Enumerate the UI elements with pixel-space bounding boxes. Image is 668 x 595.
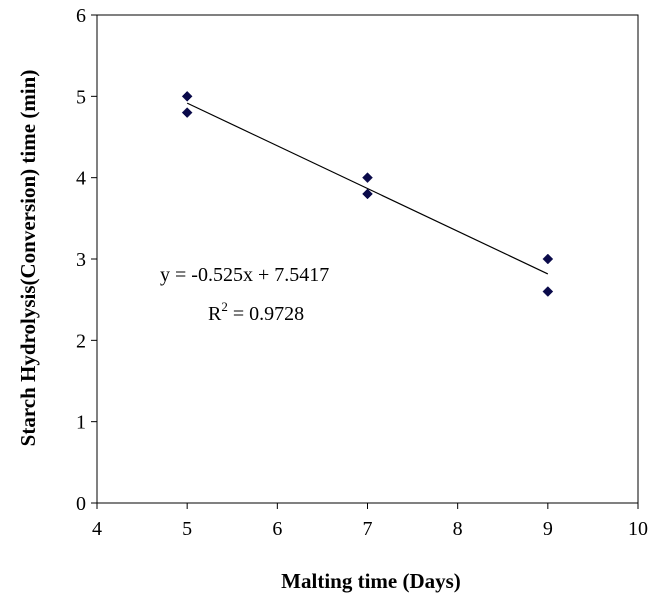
r-squared-superscript: 2	[221, 299, 228, 314]
data-point	[181, 107, 193, 118]
x-tick-label: 8	[453, 518, 463, 540]
y-tick-label: 0	[76, 493, 86, 515]
data-point	[542, 286, 554, 297]
x-tick-label: 4	[92, 518, 102, 540]
y-tick-label: 3	[76, 249, 86, 271]
r-squared-symbol: R	[208, 303, 222, 325]
r-squared-value: = 0.9728	[228, 303, 304, 325]
x-tick-label: 10	[628, 518, 648, 540]
x-axis-title: Malting time (Days)	[281, 569, 461, 593]
y-tick-label: 5	[76, 86, 86, 108]
r-squared-label: R2 = 0.9728	[208, 299, 304, 325]
trendline-equation: y = -0.525x + 7.5417	[160, 264, 329, 286]
y-axis: 0 1 2 3 4 5 6	[76, 5, 97, 515]
y-tick-label: 4	[76, 168, 86, 190]
plot-border	[96, 14, 639, 504]
trendline	[186, 102, 549, 275]
x-tick-label: 9	[543, 518, 553, 540]
trendline-path	[186, 102, 549, 275]
x-tick-label: 7	[363, 518, 373, 540]
data-point	[362, 188, 373, 200]
data-points	[181, 90, 554, 297]
y-axis-title: Starch Hydrolysis(Conversion) time (min)	[16, 70, 40, 447]
data-point	[362, 172, 373, 184]
x-tick-label: 6	[272, 518, 282, 540]
x-axis: 4 5 6 7 8 9 10	[92, 503, 648, 540]
y-tick-label: 1	[76, 412, 86, 434]
y-tick-label: 2	[76, 330, 86, 352]
data-point	[181, 90, 193, 102]
plot-area	[96, 14, 639, 504]
data-point	[542, 253, 554, 265]
x-tick-label: 5	[182, 518, 192, 540]
y-tick-label: 6	[76, 5, 86, 27]
